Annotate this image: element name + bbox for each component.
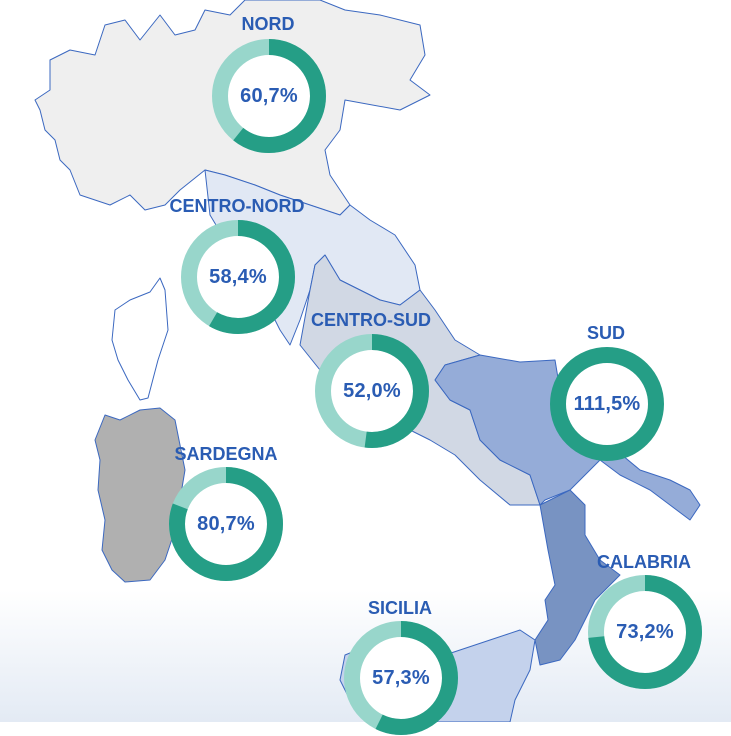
donut-value-calabria: 73,2%: [616, 620, 674, 643]
region-label-nord: NORD: [241, 14, 295, 34]
donut-centro-sud: 52,0%: [314, 333, 430, 449]
donut-sud: 111,5%: [549, 346, 665, 462]
donut-value-sardegna: 80,7%: [197, 512, 255, 535]
region-label-sardegna: SARDEGNA: [174, 444, 278, 464]
donut-sicilia: 57,3%: [343, 620, 459, 736]
map-region-calabria: [534, 489, 621, 666]
donut-value-nord: 60,7%: [240, 84, 298, 107]
region-label-sud: SUD: [586, 323, 626, 343]
region-label-centro-sud: CENTRO-SUD: [311, 310, 431, 330]
donut-value-centro-nord: 58,4%: [209, 265, 267, 288]
donut-centro-nord: 58,4%: [180, 219, 296, 335]
map-region-sardegna: [94, 407, 186, 583]
map-corsica: [111, 277, 169, 401]
donut-value-sicilia: 57,3%: [372, 666, 430, 689]
donut-nord: 60,7%: [211, 38, 327, 154]
region-label-calabria: CALABRIA: [597, 552, 691, 572]
donut-value-sud: 111,5%: [573, 392, 641, 415]
donut-sardegna: 80,7%: [168, 466, 284, 582]
region-label-centro-nord: CENTRO-NORD: [169, 196, 305, 216]
region-label-sicilia: SICILIA: [367, 598, 433, 618]
donut-calabria: 73,2%: [587, 574, 703, 690]
donut-value-centro-sud: 52,0%: [343, 379, 401, 402]
